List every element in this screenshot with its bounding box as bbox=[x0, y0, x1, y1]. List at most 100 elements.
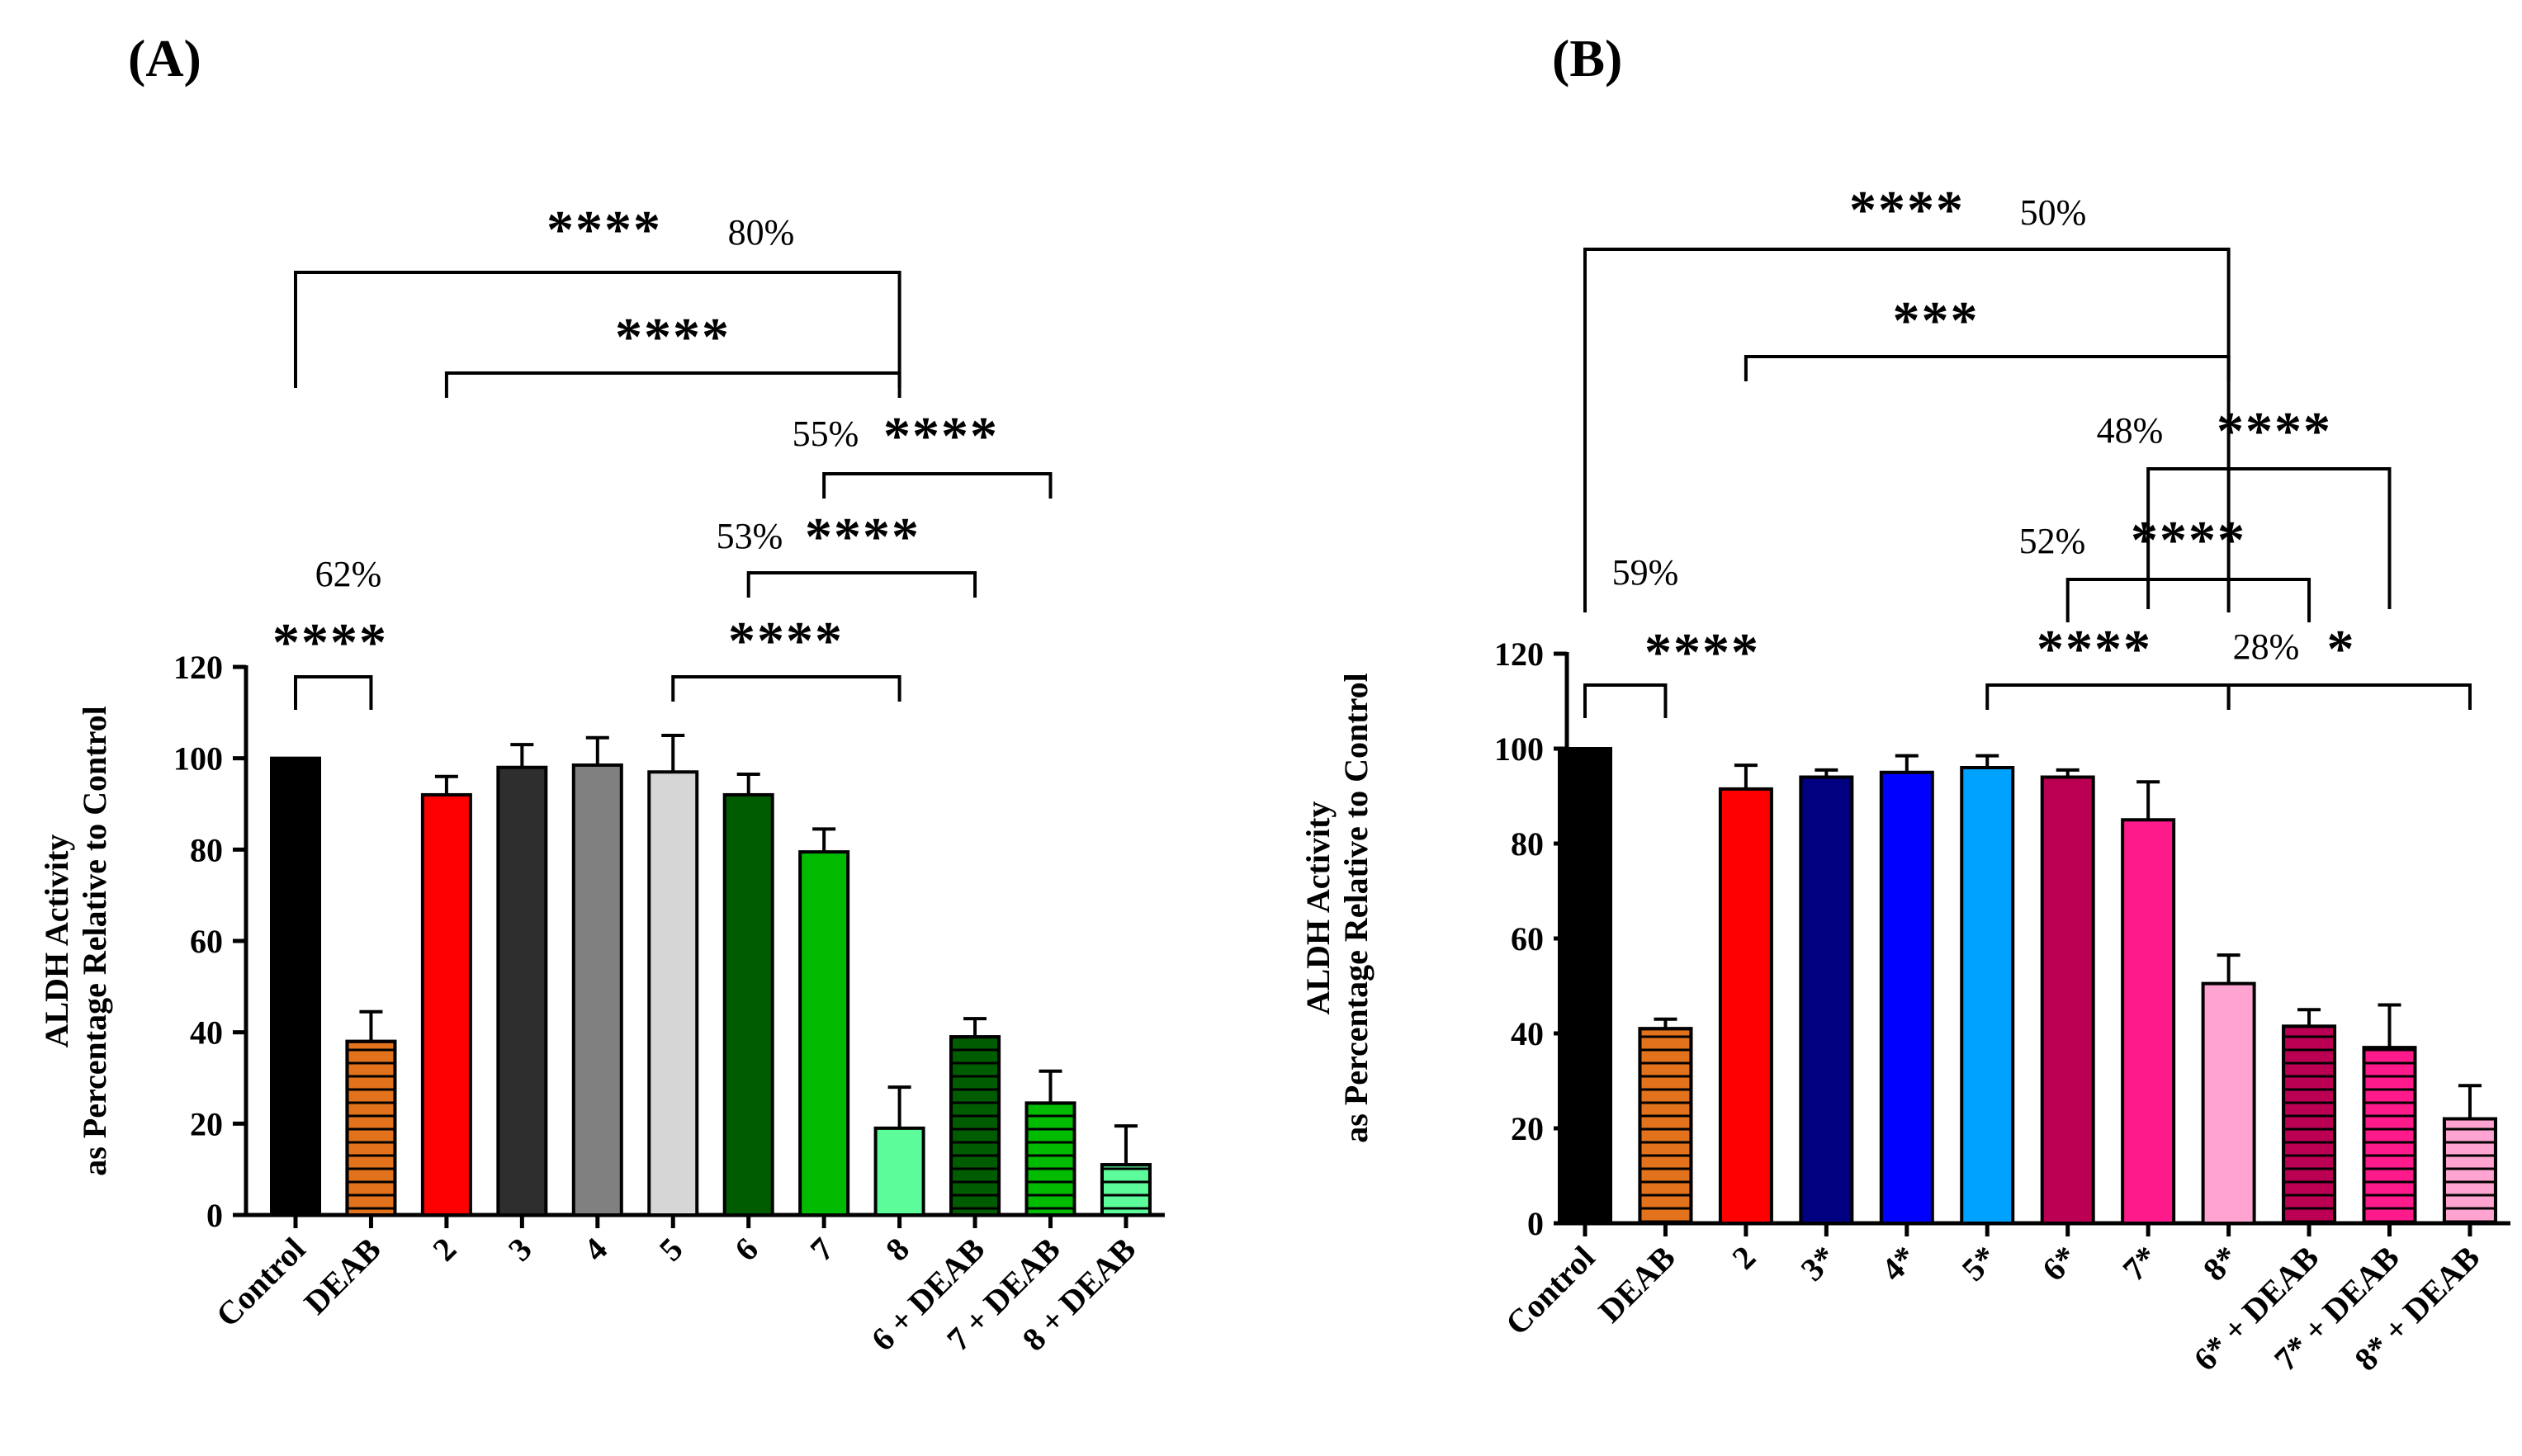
percent-reduction-label: 28% bbox=[2233, 626, 2300, 667]
bar bbox=[1799, 775, 1854, 1225]
y-tick-label: 120 bbox=[173, 649, 223, 686]
x-category-label: 2 bbox=[1725, 1239, 1763, 1277]
y-axis-title-line2: as Percentage Relative to Control bbox=[76, 706, 113, 1175]
x-category-label: 2 bbox=[425, 1231, 463, 1269]
y-tick-label: 100 bbox=[173, 740, 223, 778]
bar-hatch bbox=[1100, 1163, 1152, 1217]
significance-stars: **** bbox=[728, 611, 844, 671]
bar bbox=[722, 792, 774, 1217]
panel-a-label: (A) bbox=[128, 29, 201, 87]
bar-hatch bbox=[1024, 1101, 1076, 1217]
significance-bracket bbox=[1985, 683, 2231, 710]
bar bbox=[496, 765, 548, 1217]
significance-stars: **** bbox=[2037, 619, 2152, 679]
bar bbox=[1960, 766, 2015, 1225]
x-category-label: 5* bbox=[1955, 1239, 2004, 1288]
y-tick-label: 100 bbox=[1494, 730, 1544, 768]
x-category-label: 7* bbox=[2115, 1239, 2165, 1288]
panel-b-label: (B) bbox=[1552, 29, 1622, 87]
significance-bracket bbox=[822, 472, 1053, 499]
y-axis-title-line2: as Percentage Relative to Control bbox=[1337, 673, 1375, 1142]
bar bbox=[1879, 770, 1934, 1225]
y-tick-label: 60 bbox=[1511, 920, 1544, 957]
y-tick-label: 80 bbox=[190, 831, 223, 868]
x-category-label: 8 bbox=[878, 1231, 916, 1269]
bar bbox=[873, 1126, 925, 1217]
significance-bracket bbox=[746, 571, 977, 598]
significance-stars: **** bbox=[883, 406, 999, 466]
bar bbox=[2121, 818, 2176, 1225]
significance-stars: **** bbox=[547, 200, 662, 260]
significance-bracket bbox=[2065, 578, 2311, 622]
bar-hatch bbox=[1638, 1027, 1693, 1225]
x-category-label: Control bbox=[1498, 1239, 1602, 1343]
significance-stars: **** bbox=[272, 612, 388, 673]
significance-bracket bbox=[2146, 467, 2392, 609]
bar bbox=[270, 756, 321, 1217]
significance-stars: **** bbox=[2217, 401, 2332, 461]
percent-reduction-label: 50% bbox=[2020, 192, 2087, 233]
bar-hatch bbox=[949, 1035, 1001, 1217]
significance-stars: **** bbox=[2131, 510, 2246, 570]
significance-bracket bbox=[671, 675, 901, 702]
percent-reduction-label: 55% bbox=[793, 414, 859, 454]
significance-stars: **** bbox=[1849, 180, 1965, 240]
y-tick-label: 80 bbox=[1511, 825, 1544, 863]
bar bbox=[420, 792, 472, 1217]
x-category-label: 6 bbox=[727, 1231, 765, 1269]
bar bbox=[798, 850, 850, 1217]
y-tick-label: 120 bbox=[1494, 636, 1544, 673]
y-tick-label: 40 bbox=[1511, 1015, 1544, 1052]
chart-b: 0 20 40 60 80 100 120 ALDH Activity as Percentag… bbox=[1299, 180, 2510, 1378]
bar bbox=[1558, 747, 1612, 1225]
y-tick-label: 20 bbox=[1511, 1110, 1544, 1147]
x-category-label: 7 bbox=[803, 1231, 841, 1269]
significance-bracket bbox=[1583, 248, 2231, 612]
x-category-label: 6* bbox=[2035, 1239, 2084, 1288]
x-category-label: 3* bbox=[1794, 1239, 1843, 1288]
bar bbox=[1718, 787, 1773, 1225]
chart-a: 0 20 40 60 80 100 120 ALDH Activity as Percentag… bbox=[38, 200, 1165, 1358]
significance-stars: *** bbox=[1893, 291, 1980, 351]
x-category-label: Control bbox=[209, 1231, 313, 1335]
y-tick-label: 40 bbox=[190, 1014, 223, 1052]
x-category-label: DEAB bbox=[1591, 1239, 1682, 1330]
bar bbox=[2201, 981, 2256, 1225]
percent-reduction-label: 52% bbox=[2019, 521, 2086, 561]
bar bbox=[2040, 775, 2095, 1225]
significance-stars: **** bbox=[805, 507, 920, 567]
significance-bracket bbox=[294, 271, 901, 388]
y-tick-label: 0 bbox=[206, 1197, 223, 1234]
x-category-label: 3 bbox=[501, 1231, 539, 1269]
y-tick-label: 0 bbox=[1527, 1205, 1544, 1242]
bar-hatch bbox=[2282, 1024, 2337, 1225]
percent-reduction-label: 53% bbox=[717, 516, 783, 556]
y-axis-title-line1: ALDH Activity bbox=[1299, 801, 1337, 1015]
percent-reduction-label: 80% bbox=[728, 212, 795, 253]
significance-stars: **** bbox=[615, 307, 731, 367]
x-category-label: 4 bbox=[576, 1231, 614, 1269]
percent-reduction-label: 48% bbox=[2097, 410, 2164, 451]
bar-hatch bbox=[2442, 1117, 2497, 1225]
significance-bracket bbox=[2226, 683, 2472, 710]
x-category-label: 8* bbox=[2196, 1239, 2245, 1288]
bar bbox=[571, 763, 623, 1217]
y-axis-title-line1: ALDH Activity bbox=[38, 834, 75, 1048]
y-tick-label: 20 bbox=[190, 1105, 223, 1142]
significance-bracket bbox=[1744, 355, 2231, 381]
x-category-label: 5 bbox=[652, 1231, 690, 1269]
significance-bracket bbox=[294, 675, 373, 710]
x-category-label: DEAB bbox=[296, 1231, 387, 1321]
significance-stars: **** bbox=[1644, 622, 1760, 683]
percent-reduction-label: 62% bbox=[315, 554, 382, 594]
bar-hatch bbox=[345, 1039, 397, 1217]
significance-bracket bbox=[1583, 683, 1668, 718]
significance-bracket bbox=[444, 371, 901, 398]
x-category-label: 4* bbox=[1874, 1239, 1923, 1288]
y-tick-label: 60 bbox=[190, 923, 223, 960]
bar-hatch bbox=[2362, 1046, 2417, 1225]
bar bbox=[647, 770, 699, 1217]
percent-reduction-label: 59% bbox=[1612, 552, 1679, 593]
significance-stars: * bbox=[2327, 619, 2356, 679]
